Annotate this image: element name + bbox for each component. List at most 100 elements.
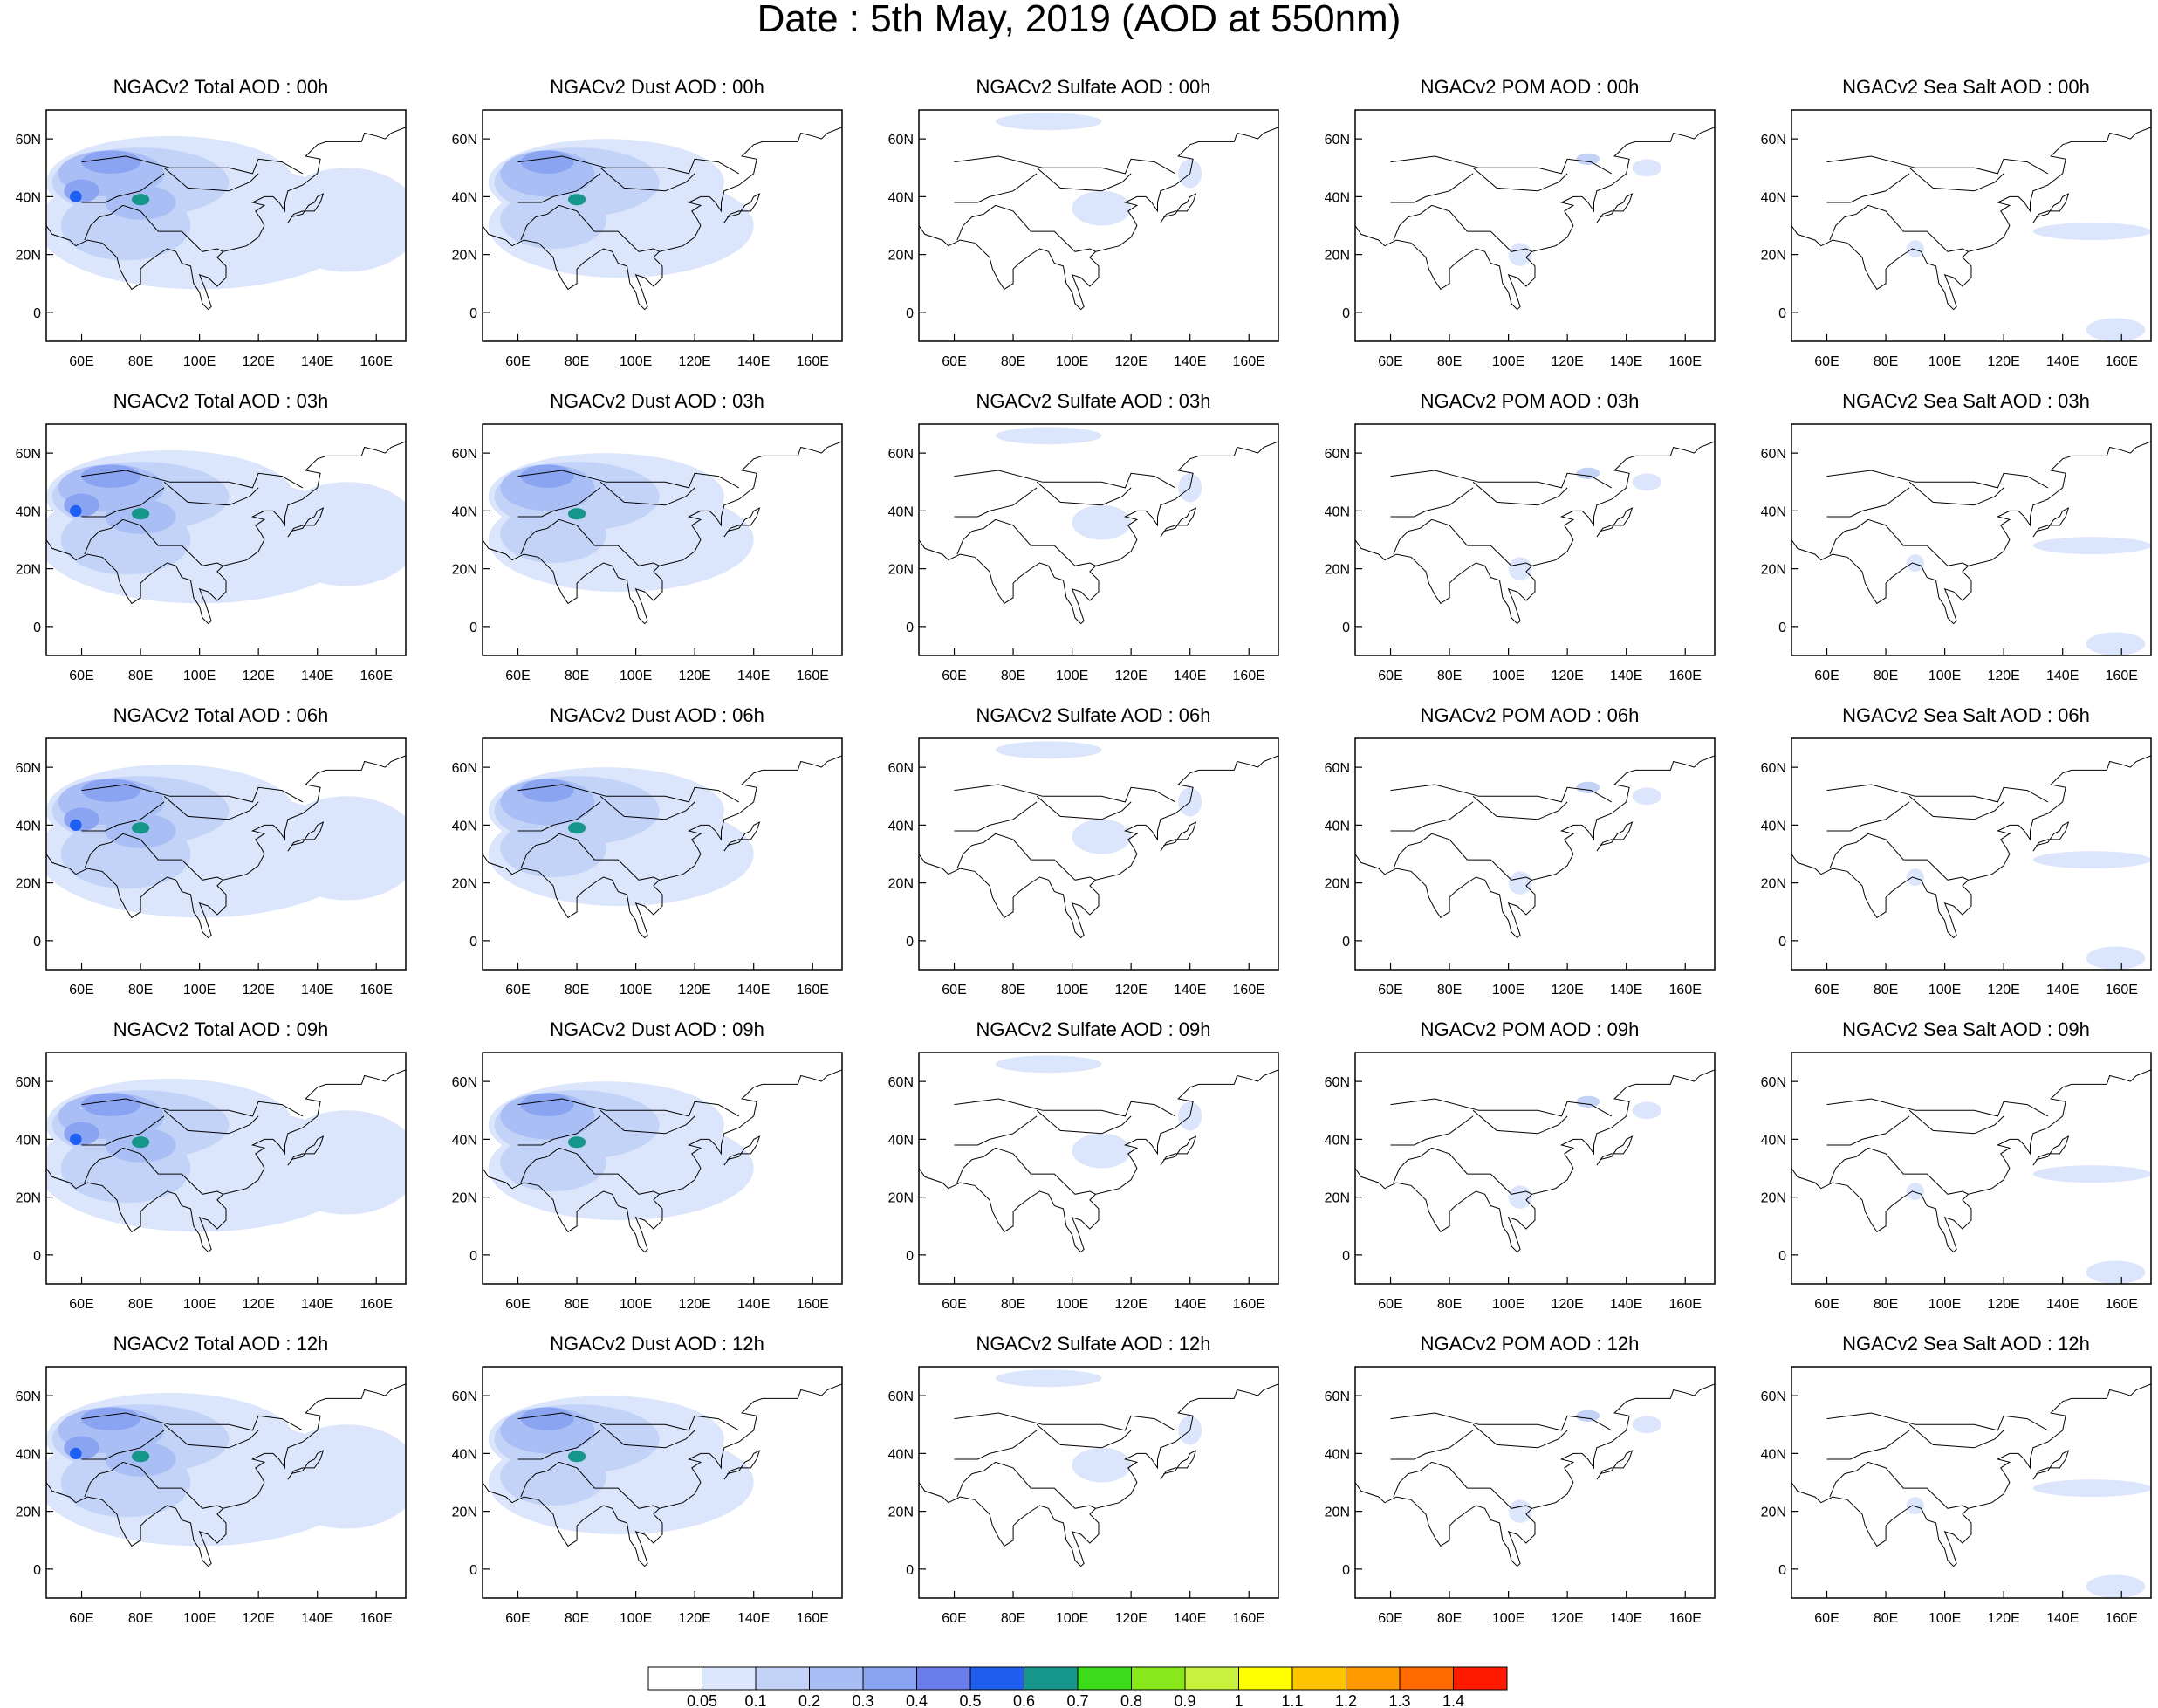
lon-tick-label: 60E xyxy=(1814,983,1839,998)
lon-tick-label: 160E xyxy=(1233,1297,1265,1312)
map-canvas: 60E 80E 100E 120E 140E 160E 60N 40N 20N 0 xyxy=(1325,1052,1716,1312)
panel-title: NGACv2 Sea Salt AOD : 00h xyxy=(1842,76,2090,98)
lat-tick-label: 20N xyxy=(452,249,477,264)
aod-field-patch xyxy=(520,779,574,802)
map-frame xyxy=(1354,109,1716,342)
lon-tick-label: 140E xyxy=(1174,1297,1206,1312)
lon-tick-label: 80E xyxy=(1001,1611,1025,1626)
lon-tick-label: 160E xyxy=(1233,1611,1265,1626)
lat-tick-label: 20N xyxy=(1325,877,1350,892)
map-canvas: 60E 80E 100E 120E 140E 160E 60N 40N 20N 0 xyxy=(1761,1052,2152,1312)
panel-title: NGACv2 Sea Salt AOD : 12h xyxy=(1842,1333,2090,1355)
lat-tick-label: 0 xyxy=(1778,621,1786,635)
lon-tick-label: 60E xyxy=(1378,669,1402,683)
lat-tick-label: 40N xyxy=(1325,504,1350,519)
aod-field-patch xyxy=(2086,946,2146,970)
country-border xyxy=(517,487,601,518)
colorbar-label: 1 xyxy=(1234,1692,1243,1708)
coastline-japan xyxy=(1596,1450,1634,1480)
lat-tick-label: 0 xyxy=(906,935,914,950)
country-border xyxy=(995,1147,1096,1195)
colorbar-label: 0.2 xyxy=(798,1692,820,1708)
panel-title: NGACv2 Sulfate AOD : 00h xyxy=(976,76,1211,98)
lat-tick-label: 0 xyxy=(1342,306,1350,321)
lon-tick-label: 60E xyxy=(1814,1297,1839,1312)
lon-tick-label: 100E xyxy=(1928,1611,1961,1626)
country-border xyxy=(1829,1147,1869,1183)
lon-tick-label: 60E xyxy=(69,1297,93,1312)
panel-title: NGACv2 Sea Salt AOD : 03h xyxy=(1842,390,2090,412)
lon-tick-label: 160E xyxy=(797,1297,829,1312)
lon-tick-label: 60E xyxy=(1378,983,1402,998)
lon-tick-label: 120E xyxy=(242,669,274,683)
lat-tick-label: 60N xyxy=(1325,133,1350,147)
lon-tick-label: 160E xyxy=(360,669,393,683)
colorbar-swatch xyxy=(1131,1666,1186,1691)
country-border xyxy=(520,204,560,241)
aod-field-patch xyxy=(500,1447,606,1506)
lon-tick-label: 160E xyxy=(2106,669,2138,683)
aod-field-patch xyxy=(2086,1260,2146,1284)
lon-tick-label: 60E xyxy=(505,1611,530,1626)
colorbar-swatch xyxy=(1024,1666,1079,1691)
lat-tick-label: 20N xyxy=(452,877,477,892)
country-border xyxy=(84,1147,124,1183)
country-border xyxy=(81,1412,304,1431)
country-border xyxy=(122,518,223,566)
lon-tick-label: 140E xyxy=(1610,983,1642,998)
aod-field-patch xyxy=(131,1136,150,1149)
lon-tick-label: 60E xyxy=(69,354,93,369)
country-border xyxy=(558,204,660,252)
map-frame xyxy=(1791,1052,2152,1285)
country-border xyxy=(1908,1423,2004,1449)
aod-field-patch xyxy=(70,1447,82,1459)
lon-tick-label: 120E xyxy=(1987,669,2019,683)
map-frame xyxy=(1791,1366,2152,1599)
lat-tick-label: 0 xyxy=(33,1249,41,1264)
panel-title: NGACv2 POM AOD : 03h xyxy=(1420,390,1640,412)
country-border xyxy=(1829,833,1869,869)
lat-tick-label: 20N xyxy=(888,249,914,264)
country-border xyxy=(517,155,740,175)
lat-tick-label: 40N xyxy=(452,190,477,205)
map-canvas: 60E 80E 100E 120E 140E 160E 60N 40N 20N 0 xyxy=(452,737,843,998)
country-border xyxy=(1908,1109,2004,1135)
lat-tick-label: 0 xyxy=(1342,1563,1350,1578)
lon-tick-label: 60E xyxy=(505,669,530,683)
lon-tick-label: 160E xyxy=(1233,669,1265,683)
country-border xyxy=(599,795,695,820)
aod-field-patch xyxy=(567,1136,586,1149)
lon-tick-label: 100E xyxy=(1492,1611,1524,1626)
colorbar-label: 1.2 xyxy=(1335,1692,1357,1708)
country-border xyxy=(956,204,997,241)
lon-tick-label: 80E xyxy=(1001,354,1025,369)
country-border xyxy=(599,1109,695,1135)
country-border xyxy=(84,833,124,869)
coastline xyxy=(46,755,406,939)
country-border xyxy=(81,801,165,832)
lat-tick-label: 20N xyxy=(888,563,914,578)
aod-field-patch xyxy=(995,1369,1102,1388)
lon-tick-label: 80E xyxy=(565,354,589,369)
country-border xyxy=(122,204,223,252)
map-canvas: 60E 80E 100E 120E 140E 160E 60N 40N 20N 0 xyxy=(16,423,407,683)
map-panel-dust-3: NGACv2 Dust AOD : 09h 60E 80E 100E 120E 140E 1… xyxy=(439,1019,875,1320)
lon-tick-label: 100E xyxy=(1492,669,1524,683)
map-panel-sulfate-0: NGACv2 Sulfate AOD : 00h 60E 80E 100E 120E 14… xyxy=(875,77,1312,378)
lat-tick-label: 60N xyxy=(1761,133,1786,147)
map-panel-dust-0: NGACv2 Dust AOD : 00h 60E 80E 100E 120E 140E 1… xyxy=(439,77,875,378)
lat-tick-label: 0 xyxy=(469,935,477,950)
panel-title: NGACv2 Sulfate AOD : 12h xyxy=(976,1333,1211,1355)
lat-tick-label: 0 xyxy=(469,306,477,321)
panel-title: NGACv2 POM AOD : 12h xyxy=(1420,1333,1640,1355)
country-border xyxy=(517,1098,740,1117)
country-border xyxy=(558,1147,660,1195)
map-canvas: 60E 80E 100E 120E 140E 160E 60N 40N 20N 0 xyxy=(16,109,407,369)
lon-tick-label: 140E xyxy=(2046,983,2079,998)
lat-tick-label: 60N xyxy=(16,761,41,776)
aod-field-patch xyxy=(81,1093,141,1116)
aod-field-patch xyxy=(2032,537,2151,555)
lat-tick-label: 40N xyxy=(1325,190,1350,205)
lon-tick-label: 140E xyxy=(2046,1297,2079,1312)
lon-tick-label: 120E xyxy=(1114,354,1147,369)
